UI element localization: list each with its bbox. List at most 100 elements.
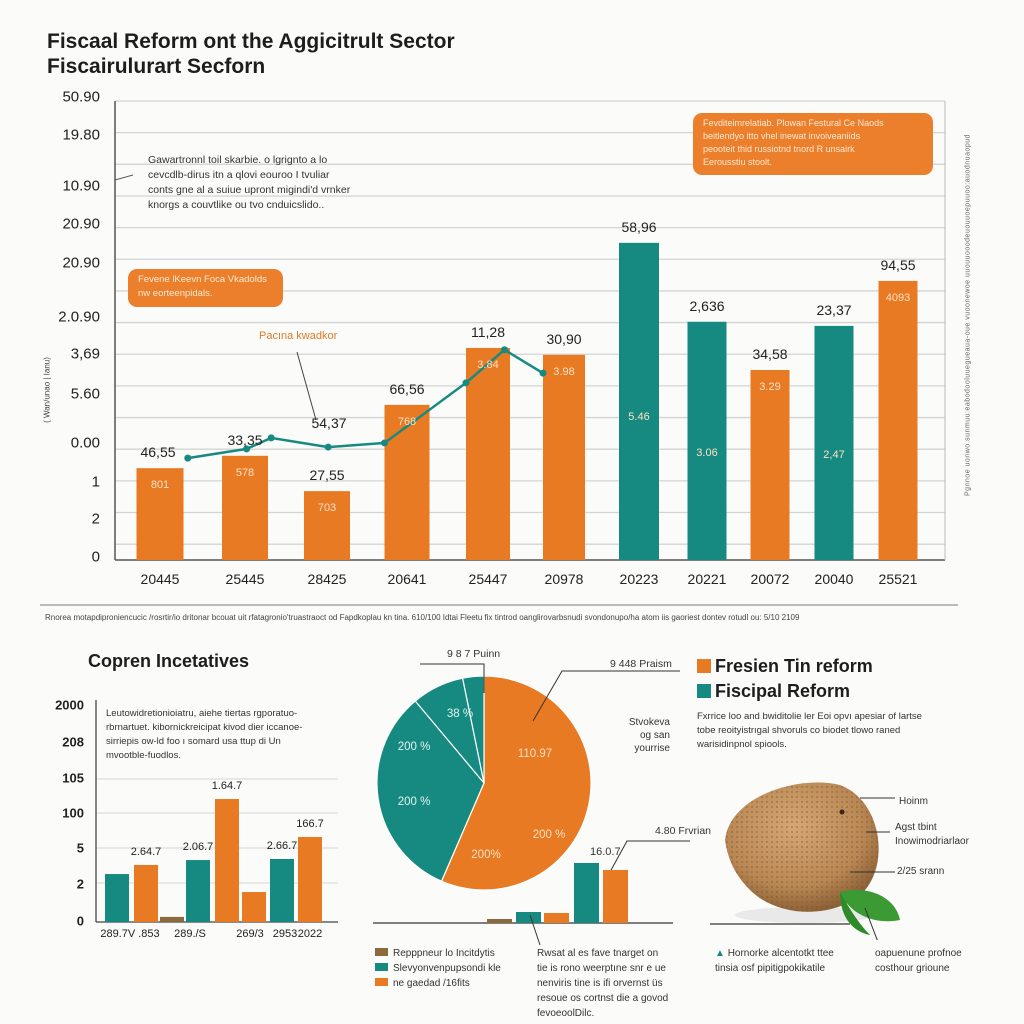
bar xyxy=(186,860,210,922)
bar-value-label: 11,28 xyxy=(471,323,505,340)
legend-swatch xyxy=(375,963,388,971)
note-line: rbrnartuet. kibornickreicipat kivod dier… xyxy=(106,722,303,733)
paragraph-line: tie is rono weerptıne snr e ue xyxy=(537,963,666,974)
page-title: Fiscaal Reform ont the Aggicitrult Secto… xyxy=(47,30,455,53)
x-tick-label: 20223 xyxy=(619,571,659,587)
pie-side-note: Stvokeva og san yourrise xyxy=(600,716,670,755)
bar-value-label: 27,55 xyxy=(309,467,345,484)
x-tick-label: 2022 xyxy=(297,928,323,940)
line-point xyxy=(267,434,275,442)
paragraph-line: nenviris tine is ifi orvernst üs xyxy=(537,978,663,989)
line-point xyxy=(501,346,508,354)
bar xyxy=(134,864,158,922)
pie-slice xyxy=(376,700,485,882)
y-tick-label: 20.90 xyxy=(62,254,100,272)
y-tick-label: 0 xyxy=(91,548,100,566)
pie-legend: Repppneur lo Incitdytis Slevyonvenpupson… xyxy=(375,946,501,991)
note-line: Stvokeva xyxy=(628,717,670,728)
pie-slice-label: 38 % xyxy=(446,708,474,720)
note-line: Leutowidretionioiatru, aiehe tiertas rgp… xyxy=(106,708,298,719)
callout-line: Eerousstiu stoolt. xyxy=(703,157,773,167)
y-tick-label: 3,69 xyxy=(70,345,100,363)
x-tick-label: 289./S xyxy=(174,928,206,940)
orange-callout-right: Fevditeimrelatiab. Plowan Festural Ce Na… xyxy=(693,113,933,175)
legend-label: Fiscipal Reform xyxy=(715,681,851,701)
x-tick-label: 25521 xyxy=(878,571,918,587)
footer-line: oapuenune profnoe xyxy=(875,948,962,959)
right-paragraph: Fxrrice loo and bwiditolie ler Eoi opvı … xyxy=(697,710,922,752)
bar xyxy=(160,916,184,922)
annotation-line: conts gne al a suiue upront migindi'd vr… xyxy=(148,184,351,196)
legend-fresien: Fresien Tin reform xyxy=(697,656,873,677)
bar xyxy=(543,354,585,560)
legend-item: Repppneur lo Incitdytis xyxy=(375,946,501,961)
y-tick-label: 100 xyxy=(62,805,84,821)
pie-callout-label: 4.80 Frvrian xyxy=(655,825,712,837)
mini-bar xyxy=(544,913,569,923)
bar-inner-label: 768 xyxy=(397,415,417,428)
y-tick-label: 19.80 xyxy=(62,126,100,144)
line-series xyxy=(187,348,544,460)
paragraph-line: resoue os cortnst die a govod xyxy=(537,993,669,1004)
y-tick-label: 20.90 xyxy=(62,215,100,233)
note-line: mvootble-fuodlos. xyxy=(106,750,181,761)
note-line: yourrise xyxy=(634,743,670,754)
pie-slice-label: 110.97 xyxy=(517,748,553,760)
bar-value-label: 94,55 xyxy=(880,256,916,273)
y-tick-label: 2.0.90 xyxy=(58,308,100,326)
paragraph-line: Fxrrice loo and bwiditolie ler Eoi opvı … xyxy=(697,711,922,722)
bar xyxy=(215,799,239,922)
paragraph-line: Rwsat al es fave tnarget on xyxy=(537,948,659,959)
pie-callout-label: 9 8 7 Puinn xyxy=(447,648,501,660)
annotation-srann: 2/25 srann xyxy=(897,866,945,877)
callout-line: peooteit thid russiotnd tnord R unsairk xyxy=(703,144,855,154)
note-line: og san xyxy=(639,730,670,741)
annotation-leader xyxy=(114,174,134,181)
callout-leader xyxy=(420,663,485,693)
bar xyxy=(814,325,854,560)
callout-line: Fevene lKeevn Foca Vkadolds xyxy=(138,274,267,285)
pie-slice-label: 200 % xyxy=(397,796,431,808)
x-tick-label: 2953 xyxy=(272,928,298,940)
annotation-hoinm: Hoinm xyxy=(899,796,928,807)
line-series-label: Pacına kwadkor xyxy=(259,330,338,342)
right-footer-right: oapuenune profnoe costhour grioune xyxy=(875,946,962,976)
bar xyxy=(222,455,268,560)
footer-line: costhour grioune xyxy=(875,963,950,974)
note-line: sirriepis ow-ld foo ı somard usa ttup di… xyxy=(106,736,281,747)
x-tick-label: 28425 xyxy=(307,571,347,587)
bar xyxy=(466,347,510,560)
y-tick-label: 1 xyxy=(91,473,100,491)
y-tick-label: 208 xyxy=(62,734,84,750)
callout-leader xyxy=(609,840,690,873)
divider xyxy=(40,604,958,606)
y-tick-label: 5 xyxy=(76,840,84,856)
line-label-leader xyxy=(296,351,317,421)
callout-line: nw eorteenpidals. xyxy=(138,288,213,299)
mini-bar xyxy=(487,919,512,923)
legend-fiscipal: Fiscipal Reform xyxy=(697,681,850,702)
x-tick-label: 20072 xyxy=(750,571,790,587)
bar xyxy=(242,892,266,922)
y-tick-label: 2000 xyxy=(55,697,84,713)
bar-value-label: 23,37 xyxy=(816,301,852,318)
x-tick-label: 20221 xyxy=(687,571,727,587)
y-tick-label: 2 xyxy=(76,876,84,892)
bar xyxy=(304,491,350,560)
bar-inner-label: 3.84 xyxy=(477,358,499,371)
x-tick-label: 25445 xyxy=(225,571,265,587)
footnote: Rnorea motapdiproniencucic /rosrtir/io d… xyxy=(45,613,800,622)
y-tick-label: 0.00 xyxy=(70,434,100,452)
x-tick-label: 289.7V .853 xyxy=(100,928,160,940)
legend-swatch xyxy=(375,978,388,986)
bar-value-label: 2.66.7 xyxy=(266,839,298,852)
legend-item: ne gaedad /16fits xyxy=(375,976,501,991)
annotation-leader xyxy=(864,907,878,940)
bar xyxy=(105,874,129,922)
legend-item: Slevyonvenpupsondi kle xyxy=(375,961,501,976)
bar xyxy=(270,858,294,922)
annotation-line: cevcdlb-dirus itn a qlovi eouroo I tvuli… xyxy=(148,169,330,181)
bar xyxy=(384,404,430,560)
bar-value-label: 46,55 xyxy=(140,444,176,461)
y-axis-label: ( Wan/unao | Ianu) xyxy=(42,357,52,423)
